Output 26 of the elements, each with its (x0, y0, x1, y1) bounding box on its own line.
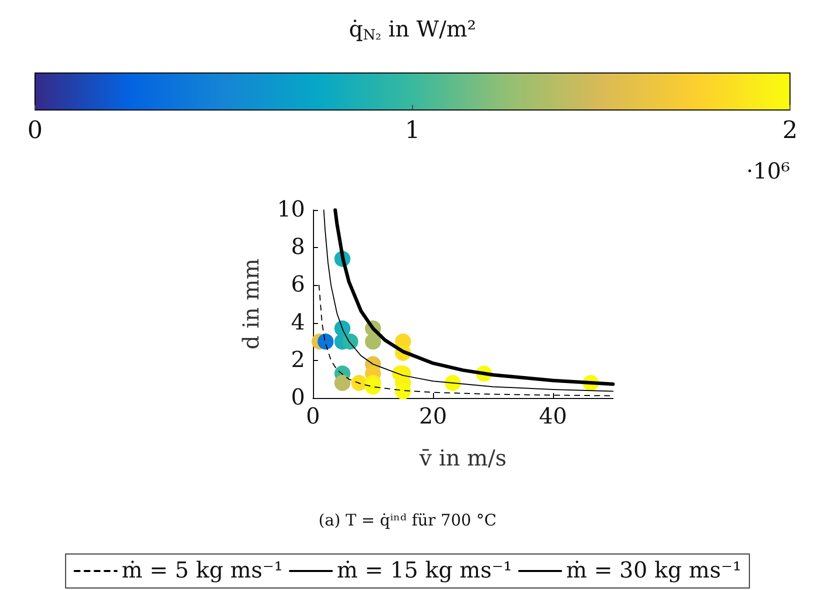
y-axis-title: d in mm (240, 258, 264, 350)
y-tick-label: 8 (291, 235, 305, 260)
point (365, 334, 381, 350)
point (444, 374, 461, 391)
legend-label: ṁ = 30 kg ms⁻¹ (566, 558, 742, 584)
point (318, 334, 334, 350)
color-bar-label: 2 (782, 116, 798, 144)
x-tick-label: 40 (539, 404, 567, 430)
color-bar-label: 1 (404, 116, 420, 144)
y-tick-label: 10 (277, 198, 305, 222)
x-axis-title: v̄ in m/s (418, 446, 507, 472)
color-bar-label: 0 (27, 116, 43, 144)
point (334, 374, 350, 391)
x-tick-label: 20 (419, 404, 447, 430)
legend-label: ṁ = 5 kg ms⁻¹ (122, 558, 283, 584)
point (395, 383, 411, 400)
y-tick-label: 6 (291, 272, 305, 298)
y-tick-label: 0 (291, 386, 305, 410)
point (365, 378, 381, 395)
y-tick-label: 4 (291, 310, 305, 336)
point (342, 334, 358, 350)
legend-label: ṁ = 15 kg ms⁻¹ (336, 558, 512, 584)
text: ·10⁶ (746, 160, 790, 184)
y-tick-label: 2 (291, 348, 305, 373)
point (351, 374, 368, 391)
text: (a) T = q̇ⁱⁿᵈ für 700 °C (318, 510, 497, 530)
